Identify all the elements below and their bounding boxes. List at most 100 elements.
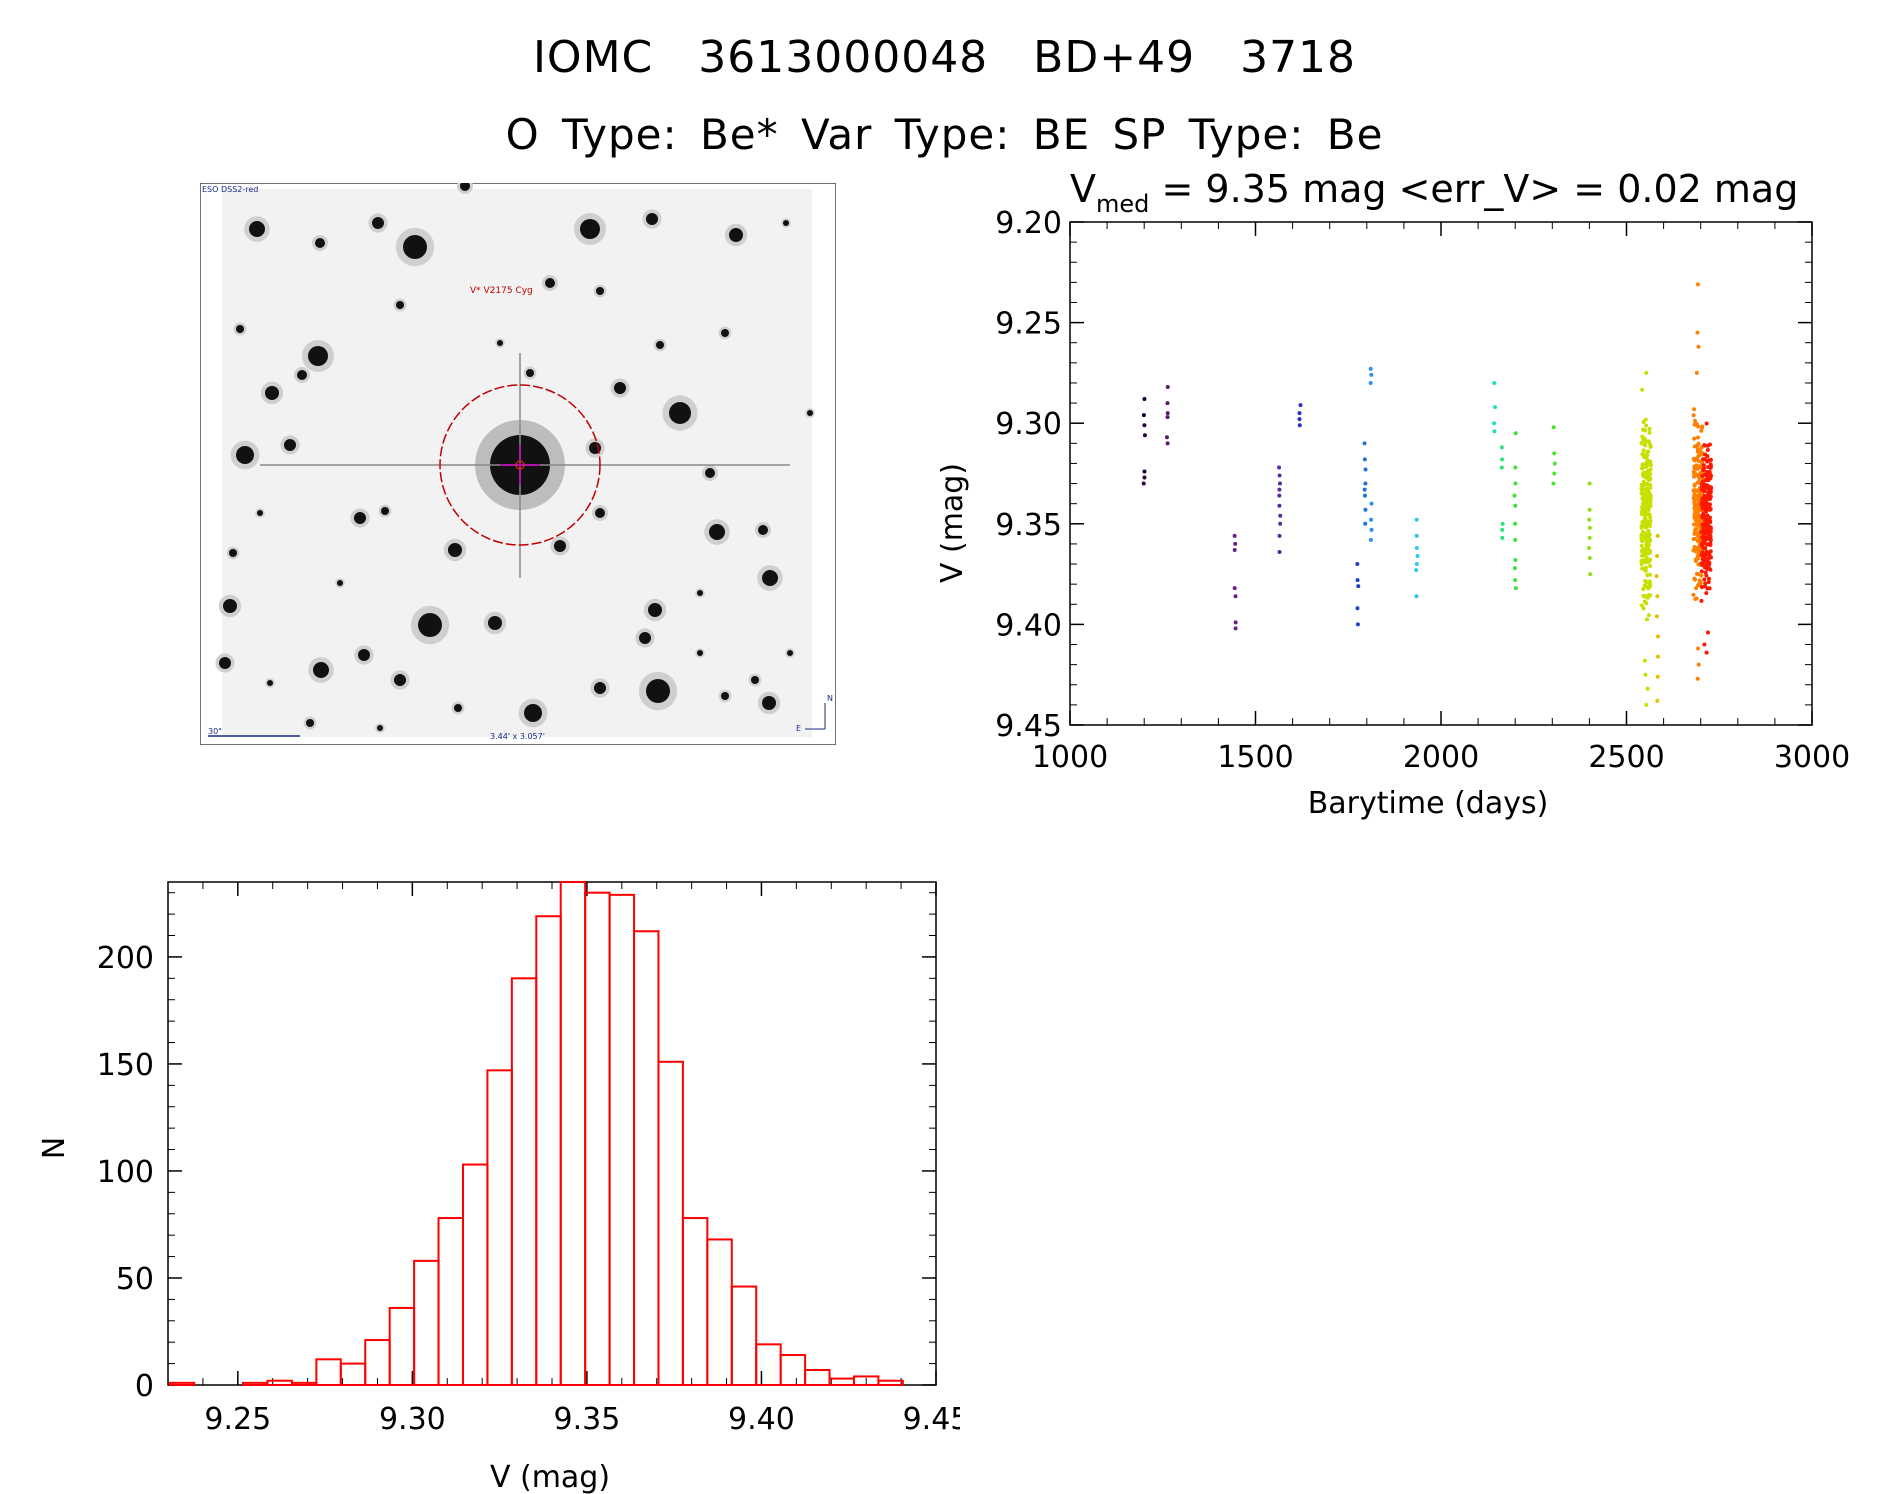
histogram-bar (608, 893, 636, 1386)
light-curve-point (1640, 553, 1645, 558)
light-curve-point (1692, 444, 1697, 449)
light-curve-point (1692, 407, 1697, 412)
light-curve-point (1692, 499, 1697, 504)
fov-label: 3.44' x 3.057' (490, 732, 545, 741)
light-curve-point (1141, 413, 1146, 418)
light-curve-point (1641, 529, 1646, 534)
light-curve-point (1692, 488, 1697, 493)
light-curve-point (1696, 459, 1701, 464)
light-curve-point (1297, 411, 1302, 416)
light-curve-point (1362, 493, 1367, 498)
light-curve-point (1644, 601, 1649, 606)
light-curve-point (1702, 560, 1707, 565)
star (394, 674, 406, 686)
light-curve-point (1142, 475, 1147, 480)
light-curve-point (1696, 520, 1701, 525)
x-tick-label: 1500 (1217, 740, 1293, 775)
histogram-bar (413, 1259, 440, 1386)
light-curve-point (1699, 543, 1704, 548)
light-curve-point (1414, 568, 1419, 573)
star (377, 725, 383, 731)
light-curve-point (1703, 546, 1708, 551)
star (418, 613, 442, 637)
light-curve-point (1707, 507, 1712, 512)
light-curve-point (1492, 421, 1497, 426)
light-curve-point (1694, 527, 1699, 532)
light-curve-point (1694, 370, 1699, 375)
y-tick-label: 9.40 (995, 608, 1062, 643)
star (297, 370, 307, 380)
light-curve-point (1641, 419, 1646, 424)
star (265, 386, 279, 400)
y-tick-label: 9.20 (995, 206, 1062, 241)
star (646, 679, 670, 703)
histogram-bar (168, 1381, 196, 1386)
light-curve-point (1695, 503, 1700, 508)
light-curve-point (1645, 617, 1650, 622)
light-curve-ylabel: V (mag) (940, 463, 970, 583)
light-curve-point (1369, 527, 1374, 532)
y-tick-label: 9.30 (995, 407, 1062, 442)
star (396, 301, 404, 309)
light-curve-point (1696, 547, 1701, 552)
light-curve-point (1692, 474, 1697, 479)
light-curve-point (1644, 370, 1649, 375)
light-curve-point (1492, 429, 1497, 434)
light-curve-point (1700, 553, 1705, 558)
light-curve-point (1368, 366, 1373, 371)
light-curve-point (1704, 549, 1709, 554)
star (697, 650, 703, 656)
target-label: V* V2175 Cyg (470, 286, 533, 296)
light-curve-point (1277, 493, 1282, 498)
light-curve-point (1233, 626, 1238, 631)
light-curve-point (1700, 506, 1705, 511)
light-curve-point (1705, 529, 1710, 534)
star (524, 704, 542, 722)
light-curve-point (1704, 591, 1709, 596)
star (807, 410, 813, 416)
star (705, 468, 715, 478)
title-v: V (1070, 170, 1096, 211)
y-tick-label: 9.25 (995, 307, 1062, 342)
light-curve-point (1703, 570, 1708, 575)
light-curve-point (1708, 463, 1713, 468)
star (614, 382, 626, 394)
star (762, 696, 776, 710)
light-curve-point (1693, 597, 1698, 602)
light-curve-xlabel: Barytime (days) (1308, 786, 1549, 821)
target-marker (439, 384, 601, 546)
star (697, 590, 703, 596)
light-curve-point (1277, 503, 1282, 508)
light-curve-point (1643, 487, 1648, 492)
light-curve-point (1707, 562, 1712, 567)
histogram-xlabel: V (mag) (490, 1460, 610, 1494)
light-curve-point (1165, 401, 1170, 406)
light-curve-point (1702, 443, 1707, 448)
star (488, 616, 502, 630)
light-curve-point (1645, 523, 1650, 528)
light-curve-point (1640, 603, 1645, 608)
star (783, 220, 789, 226)
light-curve-point (1655, 654, 1660, 659)
light-curve-point (1363, 521, 1368, 526)
light-curve-point (1165, 415, 1170, 420)
light-curve-point (1355, 562, 1360, 567)
light-curve-point (1696, 508, 1701, 513)
hist-x-tick-label: 9.45 (903, 1402, 960, 1437)
light-curve-point (1646, 449, 1651, 454)
light-curve-point (1697, 453, 1702, 458)
star (729, 228, 743, 242)
light-curve-point (1647, 430, 1652, 435)
light-curve-point (1700, 497, 1705, 502)
light-curve-points (1141, 282, 1714, 707)
light-curve-point (1232, 547, 1237, 552)
light-curve-point (1643, 464, 1648, 469)
light-curve-point (1705, 476, 1710, 481)
light-curve-point (1512, 566, 1517, 571)
light-curve-point (1640, 486, 1645, 491)
light-curve-point (1551, 425, 1556, 430)
light-curve-point (1492, 380, 1497, 385)
light-curve-point (1692, 522, 1697, 527)
light-curve-point (1369, 372, 1374, 377)
star (358, 649, 370, 661)
